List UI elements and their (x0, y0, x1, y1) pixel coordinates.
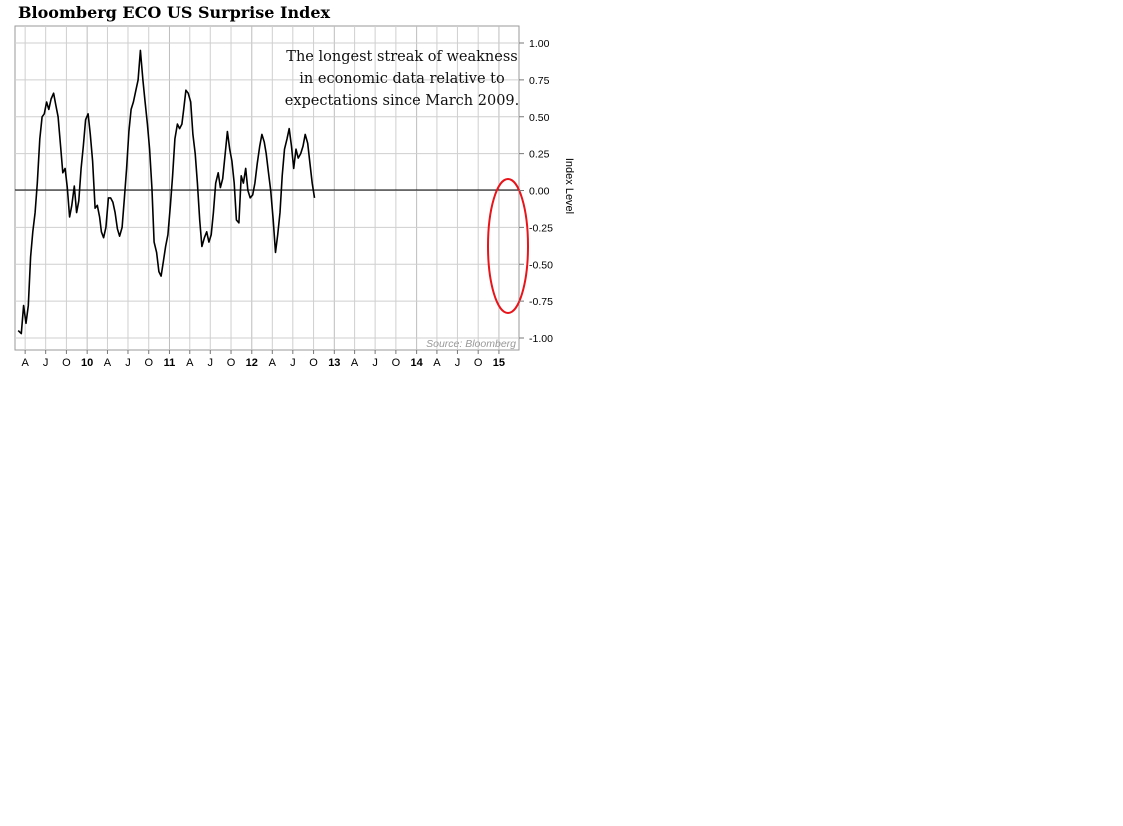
y-tick-label: -1.00 (529, 333, 553, 345)
surprise-index-line (17, 49, 316, 335)
y-tick-label: 1.00 (529, 38, 550, 50)
x-tick-label: O (62, 357, 71, 369)
x-tick-label: O (309, 357, 318, 369)
x-tick-label: J (372, 357, 378, 369)
y-axis: 1.00 0.75 0.50 0.25 0.00 -0.25 -0.50 -0.75 -1.00 (519, 38, 553, 345)
x-tick-label: O (392, 357, 401, 369)
highlight-ellipse (487, 178, 529, 314)
x-tick-label: A (186, 357, 194, 369)
y-tick-label: -0.50 (529, 259, 553, 271)
x-tick-label: 12 (246, 357, 258, 369)
y-tick-label: 0.25 (529, 149, 550, 161)
y-tick-label: 0.75 (529, 75, 550, 87)
x-tick-label: O (227, 357, 236, 369)
x-tick-label: J (208, 357, 214, 369)
chart-title: Bloomberg ECO US Surprise Index (18, 3, 331, 22)
x-tick-label: A (269, 357, 277, 369)
annotation-line: expectations since March 2009. (284, 93, 520, 109)
y-tick-label: 0.00 (529, 186, 550, 198)
y-tick-label: -0.75 (529, 296, 553, 308)
annotation-line: in economic data relative to (299, 71, 505, 87)
x-tick-label: 13 (328, 357, 340, 369)
x-tick-label: O (144, 357, 153, 369)
x-tick-label: 15 (493, 357, 505, 369)
x-tick-label: A (21, 357, 29, 369)
x-tick-label: O (474, 357, 483, 369)
x-tick-label: J (43, 357, 49, 369)
x-tick-label: A (351, 357, 359, 369)
x-tick-label: A (433, 357, 441, 369)
source-label: Source: Bloomberg (426, 338, 516, 350)
x-tick-label: 14 (410, 357, 423, 369)
y-tick-label: 0.50 (529, 112, 550, 124)
x-tick-label: J (455, 357, 461, 369)
annotation: The longest streak of weakness in econom… (280, 46, 524, 112)
x-tick-label: J (290, 357, 296, 369)
x-tick-label: A (104, 357, 112, 369)
y-axis-label: Index Level (563, 158, 575, 214)
x-tick-label: J (125, 357, 131, 369)
x-axis: A J O 10 A J O 11 A J O 12 A J O 13 A J O 14 A J O 15 (21, 350, 505, 369)
x-tick-label: 10 (81, 357, 93, 369)
annotation-line: The longest streak of weakness (286, 49, 518, 65)
x-tick-label: 11 (164, 357, 176, 369)
y-tick-label: -0.25 (529, 222, 553, 234)
